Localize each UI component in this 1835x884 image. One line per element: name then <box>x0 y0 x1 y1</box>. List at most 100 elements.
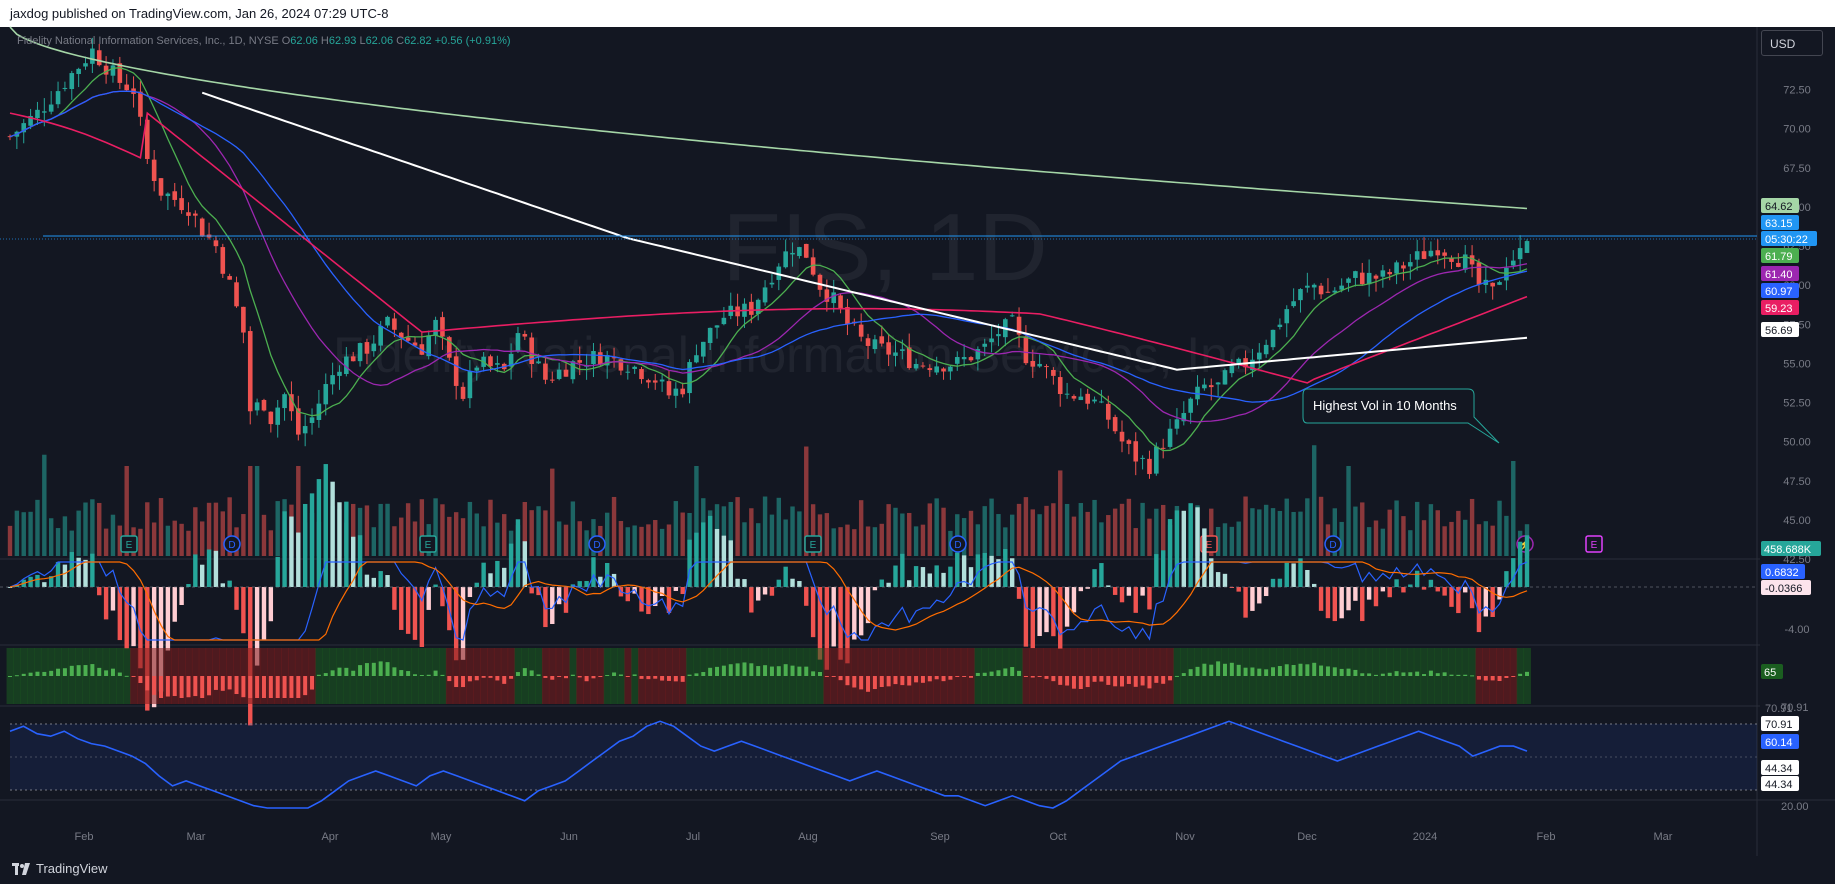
volume-bar <box>186 530 191 556</box>
momentum-bar <box>1298 663 1303 676</box>
momentum-bar <box>790 665 795 676</box>
macd-histogram-bar <box>97 587 102 596</box>
event-marker-earnings-upcoming[interactable]: E <box>1585 535 1603 553</box>
volume-bar <box>1312 445 1317 556</box>
momentum-bar <box>1154 676 1159 683</box>
candle <box>495 355 500 373</box>
event-marker-label: D <box>593 540 600 551</box>
momentum-bar <box>1353 669 1358 676</box>
volume-bar <box>920 524 926 556</box>
event-marker-earnings[interactable]: E <box>419 535 437 553</box>
publisher-bar: jaxdog published on TradingView.com, Jan… <box>0 0 1835 27</box>
volume-bar <box>879 523 884 556</box>
event-marker-earnings[interactable]: E <box>804 535 822 553</box>
macd-histogram-bar <box>213 550 219 587</box>
momentum-bar <box>399 670 404 676</box>
candle <box>1140 455 1145 470</box>
price-axis-tick: 52.50 <box>1783 398 1811 410</box>
volume-bar <box>769 514 775 556</box>
chart-area[interactable] <box>0 27 1835 856</box>
volume-bar <box>797 511 802 556</box>
momentum-bar <box>509 676 514 679</box>
macd-histogram-bar <box>865 587 871 624</box>
momentum-bar <box>1140 676 1145 686</box>
candle <box>316 389 322 428</box>
volume-bar <box>213 502 219 556</box>
macd-histogram-bar <box>344 501 349 587</box>
candle <box>783 239 788 269</box>
time-axis-tick: Nov <box>1175 831 1195 843</box>
time-axis[interactable]: Feb Mar Apr May Jun Jul Aug Sep Oct Nov Dec 2024 Feb… <box>75 831 1673 843</box>
volume-bar <box>817 514 823 556</box>
macd-histogram-bar <box>1305 569 1310 587</box>
time-axis-tick: Apr <box>321 831 338 843</box>
event-marker-dividend[interactable]: D <box>1324 535 1342 553</box>
macd-histogram-bar <box>1325 587 1331 619</box>
event-marker-dividend[interactable]: D <box>949 535 967 553</box>
momentum-bar <box>461 676 466 688</box>
volume-bar <box>405 503 411 556</box>
macd-histogram-bar <box>1058 587 1063 649</box>
event-marker-dividend[interactable]: D <box>588 535 606 553</box>
momentum-bar <box>1339 668 1344 676</box>
candle <box>1421 237 1427 260</box>
candle <box>1208 378 1214 401</box>
momentum-bar <box>1504 676 1509 679</box>
candle <box>199 217 205 237</box>
macd-histogram-bar <box>1270 578 1276 587</box>
candle <box>1071 394 1077 402</box>
momentum-bar <box>42 671 47 676</box>
time-axis-tick: May <box>431 831 452 843</box>
chart-legend[interactable]: Fidelity National Information Services, … <box>17 35 511 47</box>
volume-bar <box>241 514 246 556</box>
momentum-bar <box>14 675 19 677</box>
volume-bar <box>1112 508 1118 556</box>
candle <box>1092 396 1097 404</box>
candle <box>1023 325 1029 366</box>
volume-bar <box>1428 504 1434 556</box>
axis-label-ma21: 61.40 <box>1761 266 1799 281</box>
candle <box>282 392 287 421</box>
currency-selector[interactable]: USD <box>1761 30 1823 56</box>
macd-histogram-bar <box>172 587 177 622</box>
momentum-bar <box>104 670 109 676</box>
time-axis-tick: Mar <box>187 831 206 843</box>
event-marker-dividend[interactable]: D <box>223 535 241 553</box>
volume-bar <box>1140 502 1145 556</box>
momentum-bar <box>371 662 376 676</box>
momentum-bar <box>666 676 671 681</box>
candle <box>344 346 349 377</box>
volume-bar <box>1222 523 1228 556</box>
candle <box>652 373 658 390</box>
candle <box>247 326 253 425</box>
macd-histogram-bar <box>659 587 665 596</box>
event-marker-label: E <box>126 540 133 551</box>
macd-histogram-bar <box>220 583 225 587</box>
macd-histogram-bar <box>453 587 459 661</box>
macd-histogram-bar <box>206 549 212 587</box>
volume-bar <box>1270 508 1276 556</box>
tradingview-logo-text: TradingView <box>36 861 108 876</box>
annotation-callout[interactable]: Highest Vol in 10 Months <box>1302 388 1500 444</box>
volume-bar <box>1449 521 1454 556</box>
volume-bar <box>721 506 727 556</box>
volume-bar <box>1263 504 1269 556</box>
volume-bar <box>14 510 20 556</box>
event-marker-earnings[interactable]: E <box>120 535 138 553</box>
momentum-bar <box>275 676 280 698</box>
macd-histogram-bar <box>1209 558 1214 587</box>
candle <box>179 185 184 214</box>
tradingview-logo[interactable]: TradingView <box>12 861 108 876</box>
momentum-bar <box>1250 667 1255 676</box>
macd-histogram-bar <box>1298 558 1303 587</box>
volume-bar <box>1469 498 1475 556</box>
volume-bar <box>378 503 383 556</box>
volume-bar <box>1037 514 1042 556</box>
volume-bar <box>646 524 651 556</box>
volume-bar <box>508 530 514 556</box>
momentum-bar <box>1257 668 1262 676</box>
volume-bar <box>639 526 644 556</box>
candle <box>419 332 425 356</box>
momentum-bar <box>1408 672 1413 676</box>
